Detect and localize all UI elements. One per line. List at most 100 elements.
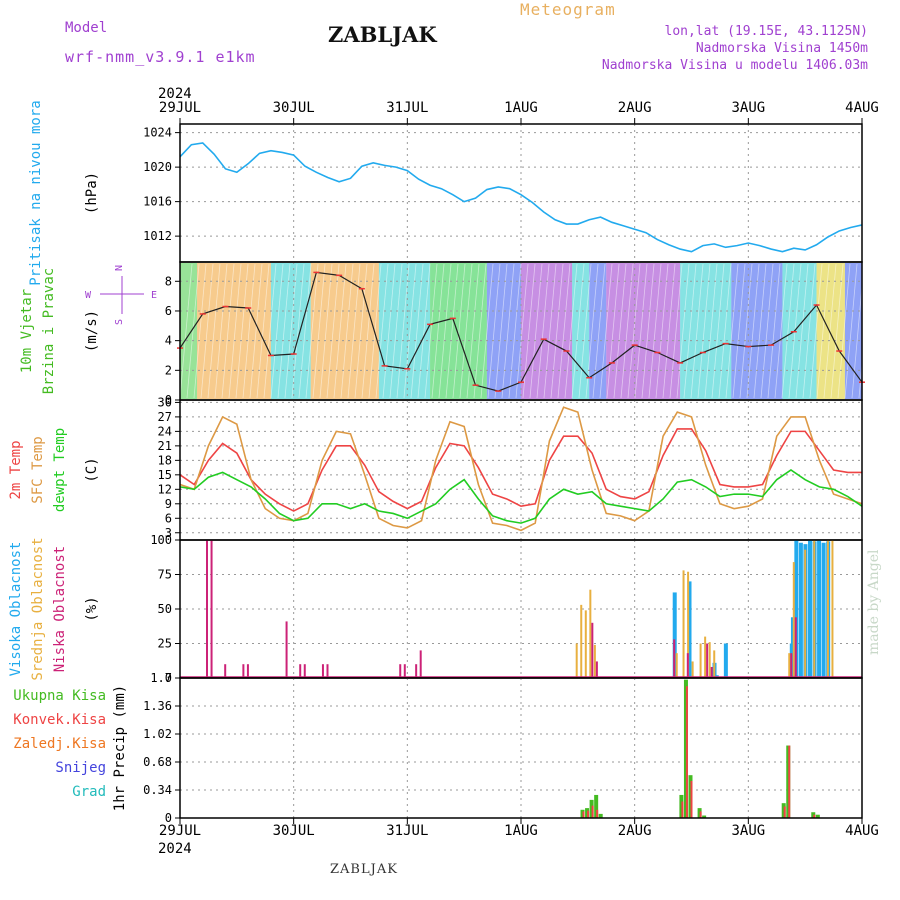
cloud-bar (326, 664, 329, 678)
y-tick-label: 75 (158, 568, 172, 582)
cloud-bar (419, 650, 422, 678)
wind-barb-hatch (368, 263, 382, 399)
cloud-bar (285, 621, 288, 678)
cloud-side-label: Visoka Oblacnost (8, 542, 24, 677)
wind-ylabel: (m/s) (84, 310, 100, 352)
wind-barb-hatch (571, 263, 585, 399)
wind-barb-hatch (704, 263, 718, 399)
compass-west: W (85, 290, 92, 301)
y-tick-label: 9 (165, 497, 172, 511)
year-label-bottom: 2024 (158, 841, 192, 857)
time-label-bottom: 4AUG (845, 823, 879, 839)
cloud-bar (691, 661, 694, 678)
cloud-bar (242, 664, 245, 678)
y-tick-label: 1016 (143, 195, 172, 209)
wind-barb-hatch (452, 263, 466, 399)
wind-barb-hatch (354, 263, 368, 399)
precip-bar (582, 811, 585, 818)
time-label-top: 1AUG (504, 100, 538, 116)
precip-bar (598, 813, 603, 818)
y-tick-label: 3 (165, 526, 172, 540)
wind-barb-hatch (403, 263, 417, 399)
cloud-bar (675, 653, 678, 678)
cloud-bar (673, 639, 676, 678)
location-coordinates: lon,lat (19.15E, 43.1125N) (664, 24, 869, 39)
precip-bar (783, 806, 786, 818)
station-title: ZABLJAK (328, 22, 437, 47)
wind-barb-band (378, 263, 431, 399)
wind-barb-hatch (753, 263, 767, 399)
wind-barb-hatch (669, 263, 683, 399)
precip-bar (813, 814, 816, 818)
model-elevation: Nadmorska Visina u modelu 1406.03m (601, 58, 868, 73)
pressure-series-1 (179, 142, 863, 253)
wind-barb-hatch (207, 263, 221, 399)
precip-bar (815, 814, 820, 818)
wind-side-label: 10m Vjetar (19, 289, 35, 373)
wind-barb-hatch (732, 263, 746, 399)
temperature-series-1 (179, 428, 862, 512)
cloud-bar (708, 642, 711, 678)
precip-bar (594, 794, 599, 818)
station-elevation: Nadmorska Visina 1450m (695, 41, 868, 56)
compass-south: S (114, 319, 125, 325)
y-tick-label: 1.36 (143, 699, 172, 713)
cloud-bar (682, 570, 685, 678)
y-tick-label: 6 (165, 511, 172, 525)
pressure-ylabel: (hPa) (84, 172, 100, 214)
model-name: wrf-nmm_v3.9.1 e1km (65, 48, 256, 66)
cloud-bar (672, 592, 677, 678)
wind-barb-hatch (375, 263, 389, 399)
cloud-bar (589, 589, 592, 678)
cloud-bar (575, 643, 578, 678)
precip-legend-item: Grad (72, 784, 106, 800)
wind-barb-hatch (599, 263, 613, 399)
wind-barb-hatch (228, 263, 242, 399)
y-tick-label: 12 (158, 482, 172, 496)
wind-barb-hatch (291, 263, 305, 399)
time-label-bottom: 1AUG (504, 823, 538, 839)
wind-barb-hatch (536, 263, 550, 399)
wind-barb-hatch (858, 263, 872, 399)
wind-barb-band (680, 263, 732, 399)
time-label-bottom: 31JUL (386, 823, 428, 839)
wind-barb-hatch (256, 263, 270, 399)
wind-barb-hatch (809, 263, 823, 399)
wind-barb-hatch (326, 263, 340, 399)
wind-barb-hatch (690, 263, 704, 399)
wind-barb-hatch (781, 263, 795, 399)
wind-barb-hatch (319, 263, 333, 399)
cloud-panel: 0 25 50 75 100 (150, 533, 863, 685)
cloud-bar (792, 562, 795, 678)
footer-station-name: ZABLJAK (330, 862, 398, 877)
cloud-bar (826, 540, 829, 678)
precip-bar (596, 809, 599, 818)
wind-barb-hatch (529, 263, 543, 399)
y-tick-label: 25 (158, 637, 172, 651)
compass-north: N (114, 265, 125, 271)
cloud-bar (790, 653, 793, 678)
cloud-bar (686, 653, 689, 678)
wind-barb-hatch (725, 263, 739, 399)
wind-barb-hatch (221, 263, 235, 399)
precip-bar (681, 801, 684, 818)
year-label-top: 2024 (158, 86, 192, 102)
cloud-ylabel: (%) (84, 596, 100, 621)
cloud-bar (580, 604, 583, 678)
wind-barb-hatch (417, 263, 431, 399)
wind-barb-hatch (333, 263, 347, 399)
wind-barb-hatch (179, 263, 193, 399)
cloud-bar (807, 540, 812, 678)
cloud-bar (817, 540, 822, 678)
temperature-side-label: SFC Temp (30, 436, 46, 503)
wind-barb-hatch (802, 263, 816, 399)
cloud-bar (595, 661, 598, 678)
cloud-bar (303, 664, 306, 678)
cloud-bar (246, 664, 249, 678)
y-tick-label: 4 (165, 334, 172, 348)
time-label-top: 30JUL (273, 100, 315, 116)
y-tick-label: 8 (165, 274, 172, 288)
cloud-bar (687, 571, 690, 678)
pressure-side-label: Pritisak na nivou mora (28, 100, 44, 285)
